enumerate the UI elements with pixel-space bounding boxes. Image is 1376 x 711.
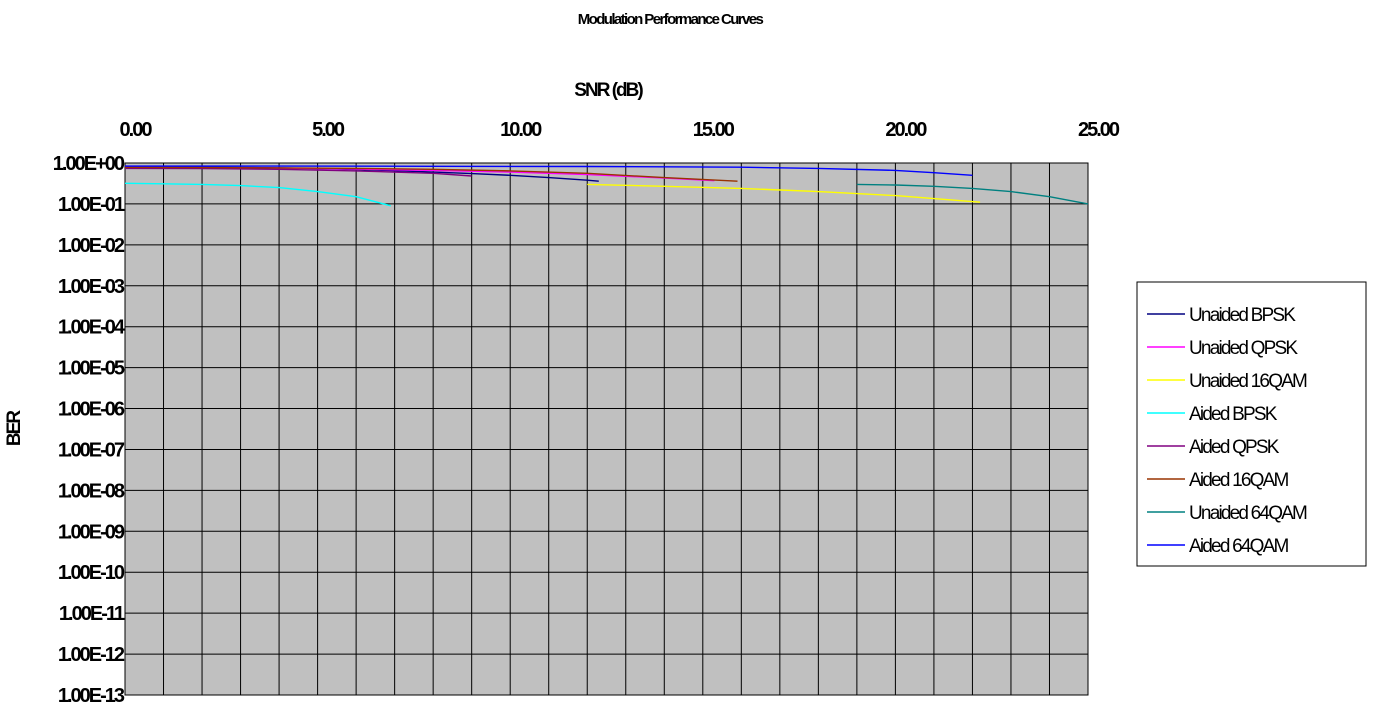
y-tick-label: 1.00E-01 [58, 194, 125, 216]
y-tick-label: 1.00E-06 [58, 399, 125, 421]
y-tick-label: 1.00E-07 [58, 439, 125, 461]
legend-box [1136, 281, 1367, 567]
x-axis-title: SNR (dB) [574, 80, 643, 101]
x-tick-label: 25.00 [1078, 119, 1120, 141]
x-tick-label: 0.00 [120, 119, 153, 141]
legend-label: Unaided 64QAM [1189, 503, 1307, 524]
x-tick-label: 20.00 [885, 119, 927, 141]
legend-label: Aided 64QAM [1189, 536, 1288, 557]
x-tick-labels: 0.00 5.00 10.00 15.00 20.00 25.00 [120, 119, 1122, 141]
y-axis-title: BER [4, 410, 25, 446]
y-tick-label: 1.00E-02 [58, 235, 125, 257]
legend-label: Unaided 16QAM [1189, 371, 1307, 392]
y-tick-label: 1.00E-11 [59, 603, 125, 625]
legend: Unaided BPSK Unaided QPSK Unaided 16QAM Aid… [1136, 281, 1367, 567]
gridlines [125, 162, 1088, 696]
legend-label: Aided QPSK [1189, 437, 1280, 458]
legend-label: Unaided BPSK [1189, 305, 1296, 326]
series-line [856, 183, 1089, 205]
legend-label: Aided 16QAM [1189, 470, 1288, 491]
chart-title: Modulation Performance Curves [578, 11, 764, 28]
y-tick-label: 1.00E-04 [58, 317, 126, 339]
series-line [124, 166, 738, 182]
y-tick-label: 1.00E-12 [58, 644, 125, 666]
y-tick-label: 1.00E-03 [58, 276, 125, 298]
y-tick-labels: 1.00E+00 1.00E-01 1.00E-02 1.00E-03 1.00E-04… [53, 153, 128, 707]
plot-area [124, 162, 1089, 696]
series-line [125, 165, 973, 176]
y-tick-label: 1.00E+00 [53, 153, 125, 175]
y-tick-label: 1.00E-08 [58, 480, 125, 502]
y-tick-label: 1.00E-10 [58, 562, 125, 584]
x-tick-label: 10.00 [500, 119, 542, 141]
y-tick-label: 1.00E-13 [58, 685, 125, 707]
legend-label: Aided BPSK [1189, 404, 1278, 425]
y-tick-label: 1.00E-05 [58, 358, 125, 380]
series-line [124, 167, 472, 177]
series-line [587, 183, 981, 203]
series-line [124, 182, 391, 207]
x-tick-label: 5.00 [312, 119, 345, 141]
y-tick-label: 1.00E-09 [58, 521, 125, 543]
series-lines [124, 165, 1089, 207]
x-tick-label: 15.00 [693, 119, 735, 141]
legend-label: Unaided QPSK [1189, 338, 1298, 359]
plot-background [124, 162, 1089, 696]
